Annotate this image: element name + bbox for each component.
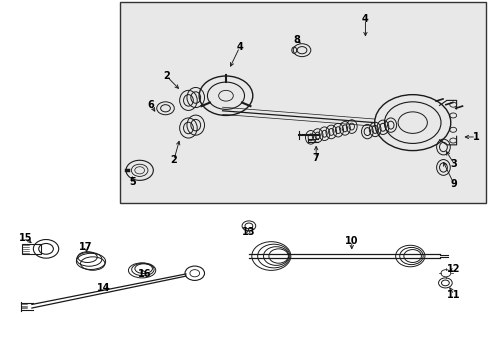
- Text: 10: 10: [345, 236, 358, 246]
- Text: 6: 6: [147, 100, 154, 110]
- Text: 5: 5: [129, 177, 136, 187]
- Text: 14: 14: [97, 283, 111, 293]
- Text: 13: 13: [241, 227, 255, 237]
- Text: 2: 2: [170, 155, 177, 165]
- Text: 12: 12: [447, 264, 460, 274]
- Text: 4: 4: [236, 42, 243, 52]
- Bar: [120, 3, 485, 203]
- Text: 9: 9: [450, 179, 457, 189]
- Text: 1: 1: [472, 132, 479, 142]
- Text: 2: 2: [163, 71, 169, 81]
- Text: 11: 11: [447, 290, 460, 300]
- Bar: [21, 244, 41, 254]
- Text: 16: 16: [138, 269, 151, 279]
- Text: 8: 8: [293, 35, 300, 45]
- Text: 3: 3: [450, 159, 457, 169]
- Text: 4: 4: [361, 14, 368, 24]
- Text: 17: 17: [79, 242, 93, 252]
- Text: 7: 7: [312, 153, 319, 163]
- Text: 15: 15: [19, 233, 33, 243]
